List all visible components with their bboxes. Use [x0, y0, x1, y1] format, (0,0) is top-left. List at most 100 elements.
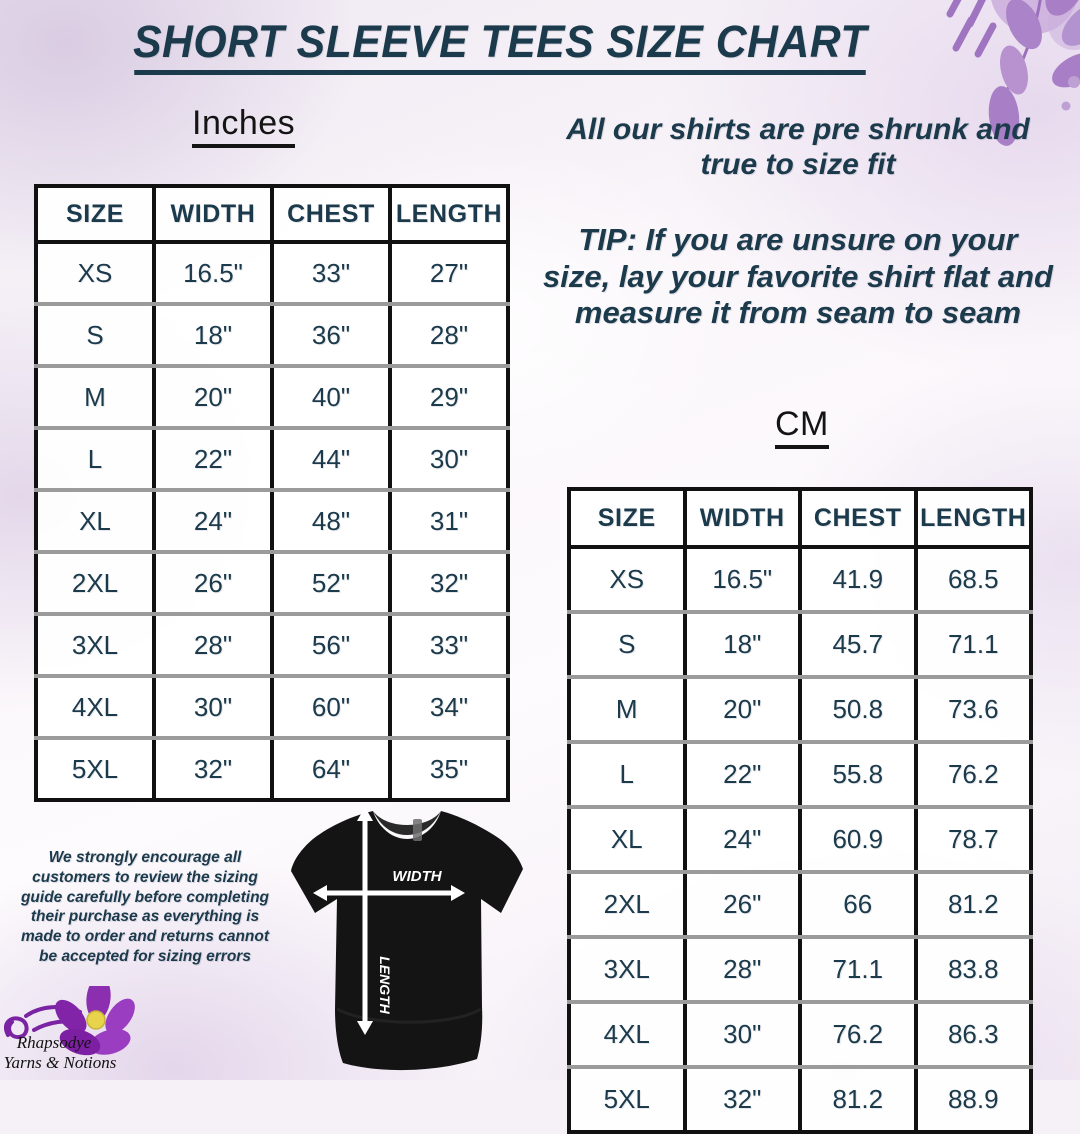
inches-header-row: SIZE WIDTH CHEST LENGTH	[36, 186, 508, 244]
inches-cell-width-l: 22"	[154, 428, 274, 492]
page-title: SHORT SLEEVE TEES SIZE CHART	[25, 16, 975, 75]
cm-cell-chest-3xl: 71.1	[800, 937, 918, 1004]
cm-cell-chest-m: 50.8	[800, 677, 918, 744]
cm-cell-size-5xl: 5XL	[569, 1067, 687, 1132]
table-row: 4XL 30" 76.2 86.3	[569, 1002, 1031, 1069]
cm-size-table: SIZE WIDTH CHEST LENGTH XS 16.5" 41.9 68.5 S 18"…	[567, 487, 1033, 1134]
inches-col-header-chest: CHEST	[272, 186, 392, 244]
cm-col-header-length: LENGTH	[915, 489, 1031, 549]
table-row: M 20" 40" 29"	[36, 366, 508, 430]
cm-heading-text: CM	[775, 405, 829, 443]
table-row: L 22" 55.8 76.2	[569, 742, 1031, 809]
inches-cell-length-4xl: 34"	[390, 676, 508, 740]
cm-cell-chest-s: 45.7	[800, 612, 918, 679]
cm-heading-underline	[775, 445, 829, 449]
disclaimer-note: We strongly encourage all customers to r…	[20, 849, 270, 966]
cm-table-body: XS 16.5" 41.9 68.5 S 18" 45.7 71.1 M 20" 50.8 73.6 L…	[569, 547, 1031, 1132]
brand-logo: Rhapsodye Yarns & Notions	[4, 986, 194, 1078]
inches-table-head: SIZE WIDTH CHEST LENGTH	[36, 186, 508, 244]
table-row: XS 16.5" 41.9 68.5	[569, 547, 1031, 614]
width-label-text: WIDTH	[392, 868, 442, 885]
table-row: L 22" 44" 30"	[36, 428, 508, 492]
cm-cell-length-5xl: 88.9	[915, 1067, 1031, 1132]
cm-cell-width-s: 18"	[684, 612, 802, 679]
cm-header-row: SIZE WIDTH CHEST LENGTH	[569, 489, 1031, 549]
table-row: XL 24" 48" 31"	[36, 490, 508, 554]
cm-cell-chest-xs: 41.9	[800, 547, 918, 614]
table-row: XL 24" 60.9 78.7	[569, 807, 1031, 874]
inches-cell-width-4xl: 30"	[154, 676, 274, 740]
cm-col-header-size: SIZE	[569, 489, 687, 549]
inches-cell-chest-2xl: 52"	[272, 552, 392, 616]
cm-cell-size-s: S	[569, 612, 687, 679]
inches-cell-size-xl: XL	[36, 490, 156, 554]
inches-cell-chest-5xl: 64"	[272, 738, 392, 800]
table-row: 3XL 28" 71.1 83.8	[569, 937, 1031, 1004]
inches-heading-underline	[192, 144, 296, 148]
inches-heading: Inches	[192, 104, 296, 148]
inches-cell-width-m: 20"	[154, 366, 274, 430]
cm-heading: CM	[775, 405, 829, 449]
cm-cell-size-m: M	[569, 677, 687, 744]
inches-cell-length-xs: 27"	[390, 242, 508, 306]
inches-cell-width-xs: 16.5"	[154, 242, 274, 306]
inches-heading-text: Inches	[192, 104, 296, 142]
length-label-text: LENGTH	[377, 956, 393, 1014]
inches-cell-chest-m: 40"	[272, 366, 392, 430]
cm-cell-chest-xl: 60.9	[800, 807, 918, 874]
cm-cell-size-xl: XL	[569, 807, 687, 874]
inches-col-header-length: LENGTH	[390, 186, 508, 244]
table-row: XS 16.5" 33" 27"	[36, 242, 508, 306]
inches-cell-length-2xl: 32"	[390, 552, 508, 616]
inches-cell-chest-3xl: 56"	[272, 614, 392, 678]
cm-cell-length-xs: 68.5	[915, 547, 1031, 614]
cm-cell-width-3xl: 28"	[684, 937, 802, 1004]
cm-cell-length-l: 76.2	[915, 742, 1031, 809]
cm-cell-width-xs: 16.5"	[684, 547, 802, 614]
cm-cell-chest-l: 55.8	[800, 742, 918, 809]
inches-cell-width-xl: 24"	[154, 490, 274, 554]
inches-cell-width-2xl: 26"	[154, 552, 274, 616]
inches-cell-chest-xs: 33"	[272, 242, 392, 306]
cm-col-header-chest: CHEST	[800, 489, 918, 549]
cm-cell-width-m: 20"	[684, 677, 802, 744]
inches-cell-length-xl: 31"	[390, 490, 508, 554]
cm-cell-length-m: 73.6	[915, 677, 1031, 744]
cm-cell-width-2xl: 26"	[684, 872, 802, 939]
inches-cell-size-m: M	[36, 366, 156, 430]
inches-cell-length-3xl: 33"	[390, 614, 508, 678]
tshirt-measurement-diagram: WIDTH LENGTH	[285, 795, 530, 1080]
inches-cell-chest-4xl: 60"	[272, 676, 392, 740]
cm-cell-chest-4xl: 76.2	[800, 1002, 918, 1069]
inches-cell-size-5xl: 5XL	[36, 738, 156, 800]
cm-cell-chest-5xl: 81.2	[800, 1067, 918, 1132]
sizing-tip-note: TIP: If you are unsure on your size, lay…	[543, 222, 1053, 331]
cm-cell-size-xs: XS	[569, 547, 687, 614]
inches-cell-chest-s: 36"	[272, 304, 392, 368]
cm-col-header-width: WIDTH	[684, 489, 802, 549]
inches-cell-size-s: S	[36, 304, 156, 368]
inches-cell-length-l: 30"	[390, 428, 508, 492]
inches-cell-chest-xl: 48"	[272, 490, 392, 554]
inches-cell-size-xs: XS	[36, 242, 156, 306]
cm-table-head: SIZE WIDTH CHEST LENGTH	[569, 489, 1031, 549]
inches-cell-size-4xl: 4XL	[36, 676, 156, 740]
inches-cell-width-s: 18"	[154, 304, 274, 368]
cm-cell-size-3xl: 3XL	[569, 937, 687, 1004]
table-row: S 18" 45.7 71.1	[569, 612, 1031, 679]
inches-cell-size-3xl: 3XL	[36, 614, 156, 678]
table-row: 5XL 32" 64" 35"	[36, 738, 508, 800]
inches-cell-length-s: 28"	[390, 304, 508, 368]
inches-cell-size-l: L	[36, 428, 156, 492]
page-title-underline	[134, 70, 866, 75]
cm-cell-width-l: 22"	[684, 742, 802, 809]
cm-cell-length-s: 71.1	[915, 612, 1031, 679]
inches-cell-size-2xl: 2XL	[36, 552, 156, 616]
inches-col-header-size: SIZE	[36, 186, 156, 244]
cm-cell-size-l: L	[569, 742, 687, 809]
page-title-text: SHORT SLEEVE TEES SIZE CHART	[133, 16, 867, 67]
pre-shrunk-note: All our shirts are pre shrunk and true t…	[566, 113, 1030, 182]
table-row: 2XL 26" 52" 32"	[36, 552, 508, 616]
cm-cell-size-2xl: 2XL	[569, 872, 687, 939]
inches-cell-width-5xl: 32"	[154, 738, 274, 800]
